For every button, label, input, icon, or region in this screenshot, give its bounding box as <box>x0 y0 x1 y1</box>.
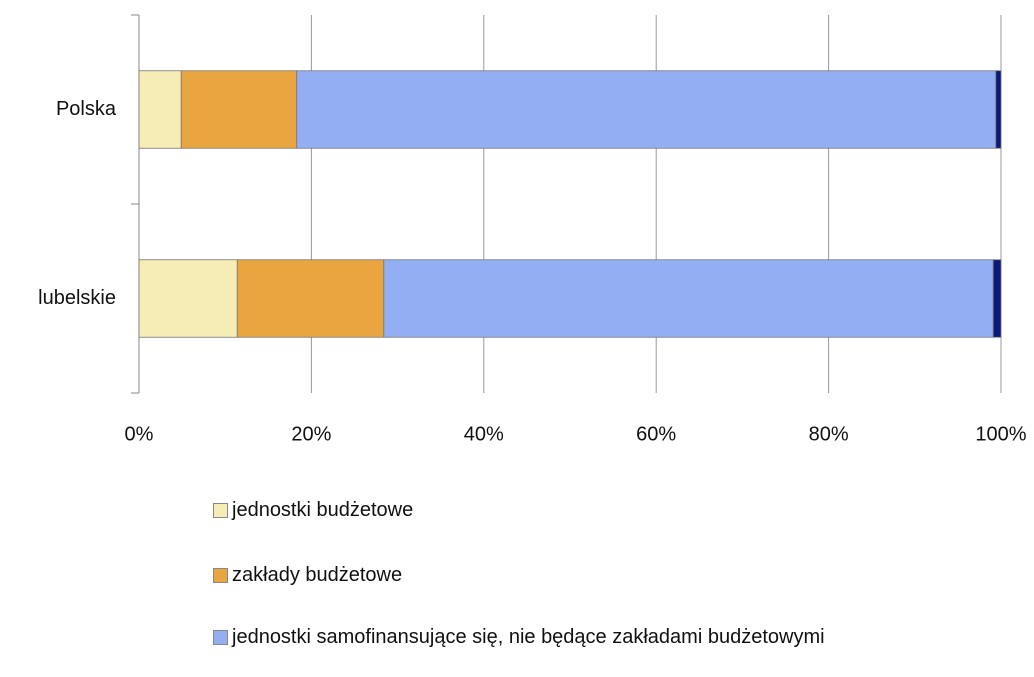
x-tick-label: 0% <box>125 423 154 445</box>
legend-swatch <box>213 630 228 645</box>
x-tick-label: 100% <box>975 423 1026 445</box>
legend-item: jednostki samofinansujące się, nie będąc… <box>213 624 893 650</box>
legend-swatch <box>213 503 228 518</box>
bar-segment <box>138 70 182 149</box>
x-tick-label: 60% <box>636 423 676 445</box>
x-tick-label: 20% <box>291 423 331 445</box>
bar-segment <box>383 259 994 338</box>
legend-swatch <box>213 568 228 583</box>
legend-label: jednostki budżetowe <box>232 499 414 521</box>
bar-segment <box>995 70 1002 149</box>
legend-label: jednostki samofinansujące się, nie będąc… <box>232 626 825 648</box>
bar-segment <box>236 259 385 338</box>
bar-segment <box>138 259 238 338</box>
bar-segment <box>180 70 298 149</box>
x-tick-label: 40% <box>464 423 504 445</box>
bar-segment <box>992 259 1002 338</box>
x-tick-label: 80% <box>809 423 849 445</box>
legend-item: zakłady budżetowe <box>213 562 893 588</box>
y-tick-label: lubelskie <box>38 287 116 309</box>
y-tick-label: Polska <box>56 98 117 120</box>
legend-item: jednostki budżetowe <box>213 497 893 523</box>
bar-segment <box>296 70 997 149</box>
legend-label: zakłady budżetowe <box>232 564 403 586</box>
